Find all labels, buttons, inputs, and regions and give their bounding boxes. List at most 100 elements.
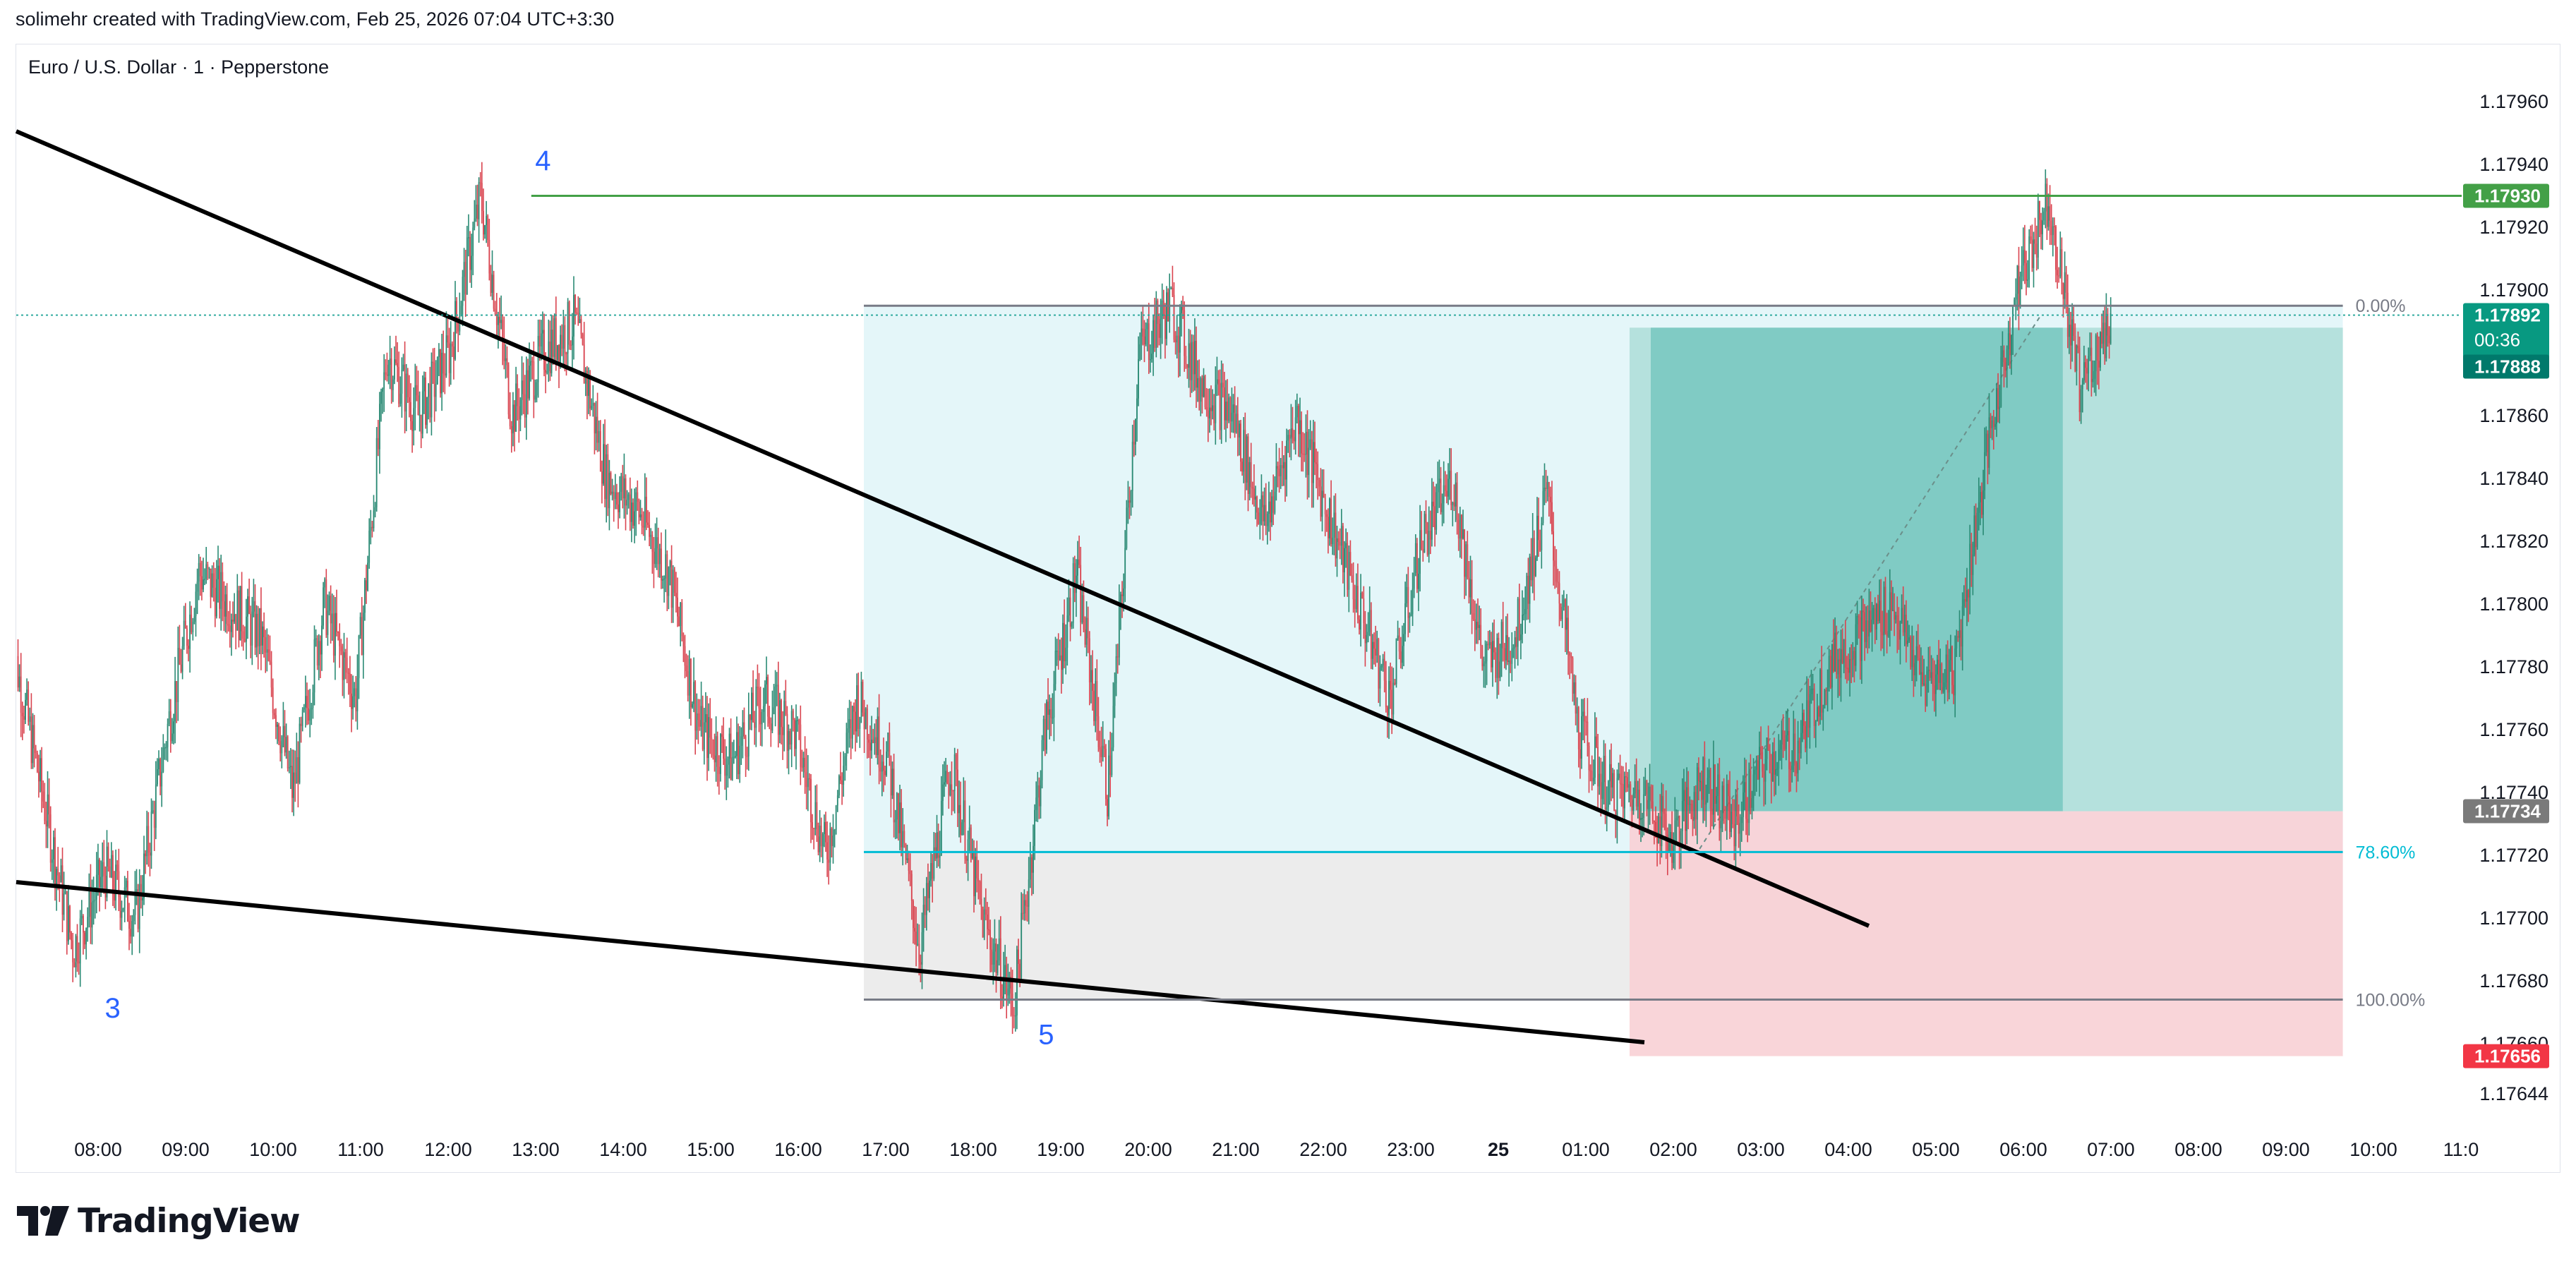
candle-body [300,723,302,726]
candle-body [1304,454,1306,455]
candle-body [291,766,293,798]
candle-body [2092,378,2094,382]
candle-body [521,380,523,400]
candle-body [1215,385,1217,423]
candle-body [1872,608,1874,620]
candle-body [582,334,584,345]
candle-body [1446,490,1448,497]
candle-body [109,866,111,878]
upper-trendline[interactable] [15,129,1870,928]
candle-body [266,649,268,653]
candle-body [1491,641,1492,668]
candle-body [455,301,456,359]
candle-body [942,784,944,801]
candle-body [1011,993,1013,1015]
candle-body [1007,988,1009,996]
x-axis-tick-label: 11:00 [337,1139,384,1160]
candle-body [2107,313,2109,336]
candle-body [453,346,455,359]
candle-body [654,548,656,565]
candle-body [164,747,166,749]
candle-body [1426,522,1428,555]
candle-body [688,658,690,696]
candle-body [1810,689,1812,694]
candle-body [1108,755,1109,816]
candle-body [1994,423,1996,427]
candle-body [946,771,949,783]
candle-body [1010,977,1012,994]
candle-body [220,572,222,609]
candle-body [577,313,579,323]
candle-body [1577,707,1579,749]
candle-body [1587,721,1589,746]
candle-body [80,915,83,919]
candle-body [1529,556,1531,604]
candle-body [2062,283,2064,299]
candle-body [2009,333,2011,356]
candle-body [1148,323,1150,361]
candle-body [484,225,486,235]
candle-body [1834,632,1836,672]
x-axis-tick-label: 25 [1488,1139,1509,1160]
candle-body [1502,622,1504,649]
candle-body [1908,637,1910,641]
resistance-price-tag[interactable]: 1.17930 [2463,183,2549,208]
candle-body [872,740,874,743]
candle-body [1766,737,1768,759]
candle-body [794,720,795,749]
candle-body [1436,492,1438,530]
candle-body [1813,688,1815,726]
tradingview-logo[interactable]: TradingView [17,1200,301,1242]
position-stop-zone[interactable] [1630,811,2343,1056]
stop-price-tag[interactable]: 1.17656 [2463,1044,2549,1068]
candle-body [270,662,272,688]
candle-body [188,645,189,649]
candle-body [1142,328,1144,337]
x-axis-tick-label: 15:00 [687,1139,735,1160]
candle-body [1769,750,1771,773]
last-price-tag[interactable]: 1.17892 00:36 1.17888 [2463,303,2549,379]
candle-body [1853,651,1855,666]
candle-body [507,365,510,415]
x-axis-tick-label: 08:00 [74,1139,122,1160]
candle-body [1956,636,1958,649]
candle-body [1838,659,1841,678]
candle-body [951,784,953,790]
candle-body [1023,900,1025,914]
candle-body [552,330,554,357]
candle-body [910,874,913,901]
candle-body [549,341,551,373]
candle-body [857,685,860,729]
candle-body [1151,354,1152,359]
candle-body [1182,306,1184,311]
candle-body [1800,733,1802,754]
entry-price-tag[interactable]: 1.17734 [2463,799,2549,824]
candle-body [247,596,248,617]
candle-body [1219,383,1221,430]
candle-body [436,357,438,385]
symbol-title[interactable]: Euro / U.S. Dollar · 1 · Pepperstone [28,56,330,78]
candle-body [518,406,520,420]
candle-body [1174,339,1176,343]
candle-body [1418,573,1419,589]
candle-body [1398,635,1400,652]
candle-body [278,724,279,742]
y-axis-tick-label: 1.17780 [2479,656,2548,677]
candle-body [316,638,318,666]
lower-trendline[interactable] [16,880,1645,1044]
candle-body [1833,644,1834,672]
candle-body [1087,617,1089,639]
candle-body [181,646,183,672]
candle-body [576,312,578,314]
candle-body [469,237,471,270]
price-chart[interactable]: 0.00% 78.60% 100.00% 3 4 5 1.17960 1.17940 1.17… [0,0,2576,1186]
candle-body [1510,660,1512,664]
candle-body [355,688,357,711]
candle-body [505,358,507,361]
candle-body [901,802,902,848]
chart-frame[interactable] [16,44,2560,1173]
candle-body [222,572,224,602]
candle-body [354,688,356,697]
candle-body [227,624,229,626]
candle-body [1852,651,1854,660]
